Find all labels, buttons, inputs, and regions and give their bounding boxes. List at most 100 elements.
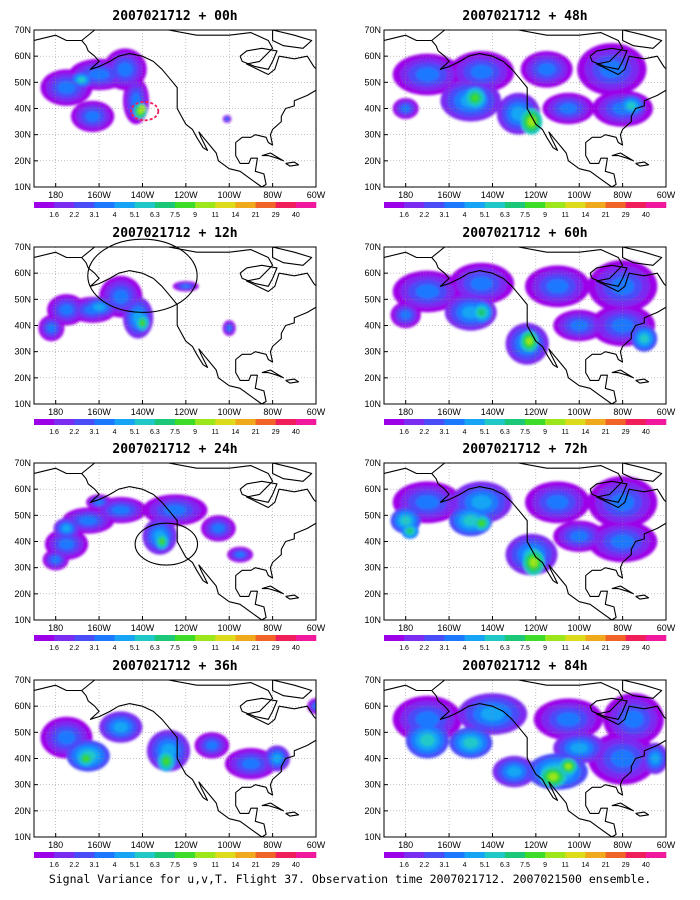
colorbar-swatch bbox=[525, 635, 546, 641]
lat-tick-label: 30N bbox=[14, 130, 31, 140]
lon-tick-label: 140W bbox=[481, 190, 505, 200]
colorbar-label: 21 bbox=[252, 645, 260, 652]
colorbar-label: 3.1 bbox=[90, 862, 100, 869]
colorbar-label: 9 bbox=[193, 862, 197, 869]
lat-tick-label: 50N bbox=[14, 727, 31, 737]
colorbar-label: 5.1 bbox=[480, 212, 490, 219]
lon-tick-label: 180 bbox=[398, 190, 413, 200]
lat-tick-label: 30N bbox=[364, 780, 381, 790]
lon-tick-label: 120W bbox=[524, 407, 548, 417]
colorbar-swatch bbox=[154, 635, 176, 641]
colorbar-label: 21 bbox=[602, 645, 610, 652]
colorbar-swatch bbox=[525, 852, 546, 858]
lat-tick-label: 20N bbox=[364, 806, 381, 816]
lon-tick-label: 60W bbox=[657, 623, 676, 633]
contour-fill bbox=[623, 710, 644, 729]
colorbar-swatch bbox=[275, 202, 297, 208]
colorbar-label: 11 bbox=[562, 862, 569, 869]
colorbar-swatch bbox=[625, 202, 647, 208]
colorbar-label: 9 bbox=[193, 212, 197, 219]
lat-tick-label: 60N bbox=[14, 268, 31, 278]
lat-tick-label: 70N bbox=[14, 675, 31, 685]
colorbar-swatch bbox=[645, 635, 667, 641]
lon-tick-label: 120W bbox=[524, 623, 548, 633]
lon-tick-label: 180 bbox=[398, 623, 413, 633]
colorbar-swatch bbox=[625, 852, 647, 858]
colorbar-label: 29 bbox=[622, 645, 630, 652]
lon-tick-label: 80W bbox=[263, 407, 282, 417]
contour-fill bbox=[506, 766, 522, 777]
colorbar-label: 40 bbox=[642, 862, 650, 869]
colorbar-label: 29 bbox=[272, 212, 280, 219]
lat-tick-label: 40N bbox=[14, 104, 31, 114]
lon-tick-label: 180 bbox=[48, 190, 63, 200]
colorbar-label: 40 bbox=[292, 212, 300, 219]
colorbar-swatch bbox=[154, 852, 176, 858]
contour-fill bbox=[242, 758, 260, 769]
lon-tick-label: 180 bbox=[48, 623, 63, 633]
contour-fill bbox=[62, 524, 71, 532]
colorbar-swatch bbox=[504, 202, 526, 208]
colorbar-swatch bbox=[74, 635, 95, 641]
lat-tick-label: 50N bbox=[14, 294, 31, 304]
colorbar-swatch bbox=[605, 419, 627, 425]
colorbar-swatch bbox=[74, 419, 95, 425]
colorbar-label: 6.3 bbox=[500, 862, 510, 869]
colorbar-swatch bbox=[565, 635, 586, 641]
contour-fill bbox=[313, 703, 316, 709]
colorbar-swatch bbox=[74, 852, 95, 858]
colorbar-swatch bbox=[215, 635, 236, 641]
panel-title: 2007021712 + 24h bbox=[112, 442, 237, 457]
lat-tick-label: 20N bbox=[14, 156, 31, 166]
colorbar-swatch bbox=[444, 852, 465, 858]
colorbar-label: 1.6 bbox=[49, 862, 59, 869]
colorbar-label: 1.6 bbox=[399, 429, 409, 436]
colorbar-label: 3.1 bbox=[440, 429, 450, 436]
contour-fill bbox=[548, 773, 558, 781]
colorbar-label: 4 bbox=[113, 212, 117, 219]
contour-fill bbox=[400, 310, 411, 320]
lat-tick-label: 10N bbox=[14, 615, 31, 625]
contour-fill bbox=[478, 520, 485, 526]
field-layer bbox=[384, 463, 666, 620]
lon-tick-label: 100W bbox=[217, 840, 241, 850]
lat-tick-label: 50N bbox=[364, 294, 381, 304]
lon-tick-label: 60W bbox=[307, 407, 326, 417]
colorbar-swatch bbox=[175, 419, 196, 425]
lat-tick-label: 70N bbox=[364, 242, 381, 252]
colorbar-label: 40 bbox=[292, 862, 300, 869]
lon-tick-label: 140W bbox=[481, 623, 505, 633]
colorbar-swatch bbox=[444, 419, 465, 425]
colorbar: 1.6 2.2 3.1 4 5.1 6.3 7.5 9 11 14 21 29 40 bbox=[34, 635, 317, 652]
lat-tick-label: 40N bbox=[14, 537, 31, 547]
lat-tick-label: 60N bbox=[364, 484, 381, 494]
colorbar-swatch bbox=[54, 635, 75, 641]
colorbar-swatch bbox=[404, 852, 425, 858]
lat-tick-label: 50N bbox=[364, 77, 381, 87]
lon-tick-label: 100W bbox=[567, 190, 591, 200]
colorbar-label: 21 bbox=[602, 862, 610, 869]
colorbar-swatch bbox=[295, 852, 317, 858]
colorbar-label: 14 bbox=[582, 645, 590, 652]
contour-fill bbox=[235, 551, 245, 558]
field-layer bbox=[34, 463, 316, 620]
lat-tick-label: 10N bbox=[14, 399, 31, 409]
lat-tick-label: 60N bbox=[364, 268, 381, 278]
lon-tick-label: 80W bbox=[613, 407, 632, 417]
colorbar-label: 9 bbox=[543, 645, 547, 652]
colorbar-label: 5.1 bbox=[480, 862, 490, 869]
lon-tick-label: 80W bbox=[263, 840, 282, 850]
lat-tick-label: 20N bbox=[14, 373, 31, 383]
grid-lines bbox=[384, 247, 666, 404]
colorbar-label: 14 bbox=[582, 212, 590, 219]
coastline bbox=[34, 30, 316, 187]
lat-tick-label: 40N bbox=[364, 104, 381, 114]
colorbar-swatch bbox=[404, 419, 425, 425]
colorbar-swatch bbox=[565, 419, 586, 425]
colorbar-label: 4 bbox=[463, 645, 467, 652]
colorbar-swatch bbox=[404, 635, 425, 641]
map-panel: 2007021712 + 36h 70N 60N 50N 40N 30N 20N 10N 180… bbox=[14, 659, 325, 869]
colorbar-label: 1.6 bbox=[49, 212, 59, 219]
contour-fill bbox=[463, 515, 479, 526]
contour-fill bbox=[57, 730, 76, 745]
